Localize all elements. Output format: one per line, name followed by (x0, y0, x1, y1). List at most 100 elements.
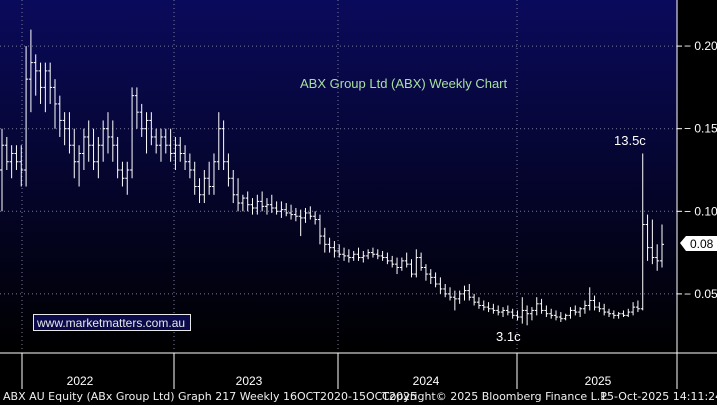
ohlc-bar (501, 307, 506, 318)
ohlc-bar (308, 206, 313, 220)
ohlc-bar (77, 145, 82, 187)
ohlc-bar (645, 214, 650, 261)
ohlc-bar (110, 120, 115, 162)
ohlc-bar (125, 161, 130, 195)
ohlc-bar (86, 120, 91, 162)
ohlc-bar (366, 249, 371, 260)
footer-timestamp: 15-Oct-2025 14:11:24 (600, 390, 717, 403)
x-tick-label: 2022 (67, 374, 94, 388)
ohlc-bar (573, 305, 578, 316)
ohlc-bar (404, 252, 409, 268)
ohlc-bar (655, 244, 660, 271)
ohlc-bar (515, 310, 520, 321)
ohlc-bar (448, 287, 453, 301)
ohlc-bar (43, 62, 48, 113)
ohlc-bar (240, 194, 245, 212)
ohlc-bar (462, 285, 467, 301)
annotation-high: 13.5c (614, 133, 646, 148)
ohlc-bar (650, 219, 655, 265)
ohlc-bar (48, 62, 53, 104)
ohlc-bar (4, 136, 9, 170)
ohlc-bar (467, 283, 472, 301)
ohlc-bar (496, 305, 501, 316)
ohlc-bar (607, 308, 612, 318)
ohlc-bar (423, 264, 428, 281)
ohlc-bar (346, 249, 351, 263)
ohlc-bar (414, 249, 419, 278)
ohlc-bar (221, 120, 226, 170)
ohlc-bar (130, 87, 135, 179)
ohlc-bar (592, 295, 597, 311)
ohlc-bar (626, 308, 631, 318)
ohlc-bar (356, 247, 361, 261)
ohlc-bar (192, 161, 197, 195)
ohlc-bar (293, 207, 298, 222)
ohlc-bar (342, 247, 347, 261)
ohlc-bar (183, 145, 188, 170)
ohlc-bar (211, 153, 216, 195)
ohlc-bar (67, 112, 72, 154)
ohlc-bar (91, 128, 96, 170)
ohlc-bar (549, 308, 554, 319)
ohlc-bar (529, 307, 534, 321)
ohlc-bar (120, 161, 125, 187)
ohlc-bar (476, 297, 481, 309)
ohlc-bar (28, 29, 33, 113)
ohlc-bar (289, 204, 294, 220)
ohlc-bar (62, 112, 67, 146)
ohlc-bar (19, 145, 24, 187)
ohlc-bar (375, 249, 380, 260)
ohlc-bar (216, 112, 221, 170)
ohlc-bar (207, 161, 212, 195)
ohlc-bar (621, 310, 626, 318)
ohlc-bar (264, 198, 269, 215)
ohlc-bar (158, 128, 163, 162)
ohlc-bar (491, 303, 496, 314)
annotation-low: 3.1c (496, 329, 521, 344)
ohlc-bar (635, 300, 640, 313)
ohlc-bar (72, 128, 77, 179)
ohlc-bar (568, 307, 573, 319)
ohlc-bar (337, 244, 342, 258)
y-tick-label: − 0.20 (684, 39, 717, 53)
ohlc-bar (101, 120, 106, 162)
ohlc-bar (231, 170, 236, 204)
ohlc-bar (332, 241, 337, 258)
ohlc-bar (269, 194, 274, 213)
ohlc-bar (505, 305, 510, 316)
ohlc-bar (443, 283, 448, 298)
last-price-label: 0.08 (690, 237, 714, 251)
footer-security: ABX AU Equity (ABx Group Ltd) Graph 217 … (3, 390, 418, 403)
ohlc-bar (558, 312, 563, 322)
ohlc-bar (173, 136, 178, 170)
ohlc-bar (274, 201, 279, 215)
ohlc-bar (0, 128, 4, 212)
ohlc-bar (370, 247, 375, 258)
ohlc-bar (481, 300, 486, 311)
ohlc-bar (525, 305, 530, 326)
ohlc-bar (438, 277, 443, 294)
ohlc-bar (582, 300, 587, 314)
ohlc-bar (433, 272, 438, 288)
last-price-marker: 0.08 (680, 236, 717, 251)
ohlc-bar (322, 227, 327, 253)
ohlc-bar (168, 128, 173, 162)
website-label: www.marketmatters.com.au (33, 314, 191, 331)
ohlc-bar (163, 128, 168, 154)
ohlc-bar (245, 191, 250, 212)
ohlc-bar (38, 62, 43, 104)
ohlc-bar (96, 136, 101, 179)
ohlc-bar (317, 214, 322, 245)
ohlc-bar (597, 302, 602, 313)
ohlc-bar (154, 128, 159, 154)
ohlc-bar (250, 198, 255, 215)
ohlc-bar (255, 194, 260, 215)
ohlc-bar (554, 310, 559, 321)
ohlc-bar (539, 298, 544, 314)
ohlc-bar (428, 269, 433, 284)
ohlc-bar (452, 290, 457, 311)
ohlc-bar (52, 79, 57, 129)
ohlc-bar (380, 250, 385, 261)
ohlc-bar (134, 87, 139, 129)
